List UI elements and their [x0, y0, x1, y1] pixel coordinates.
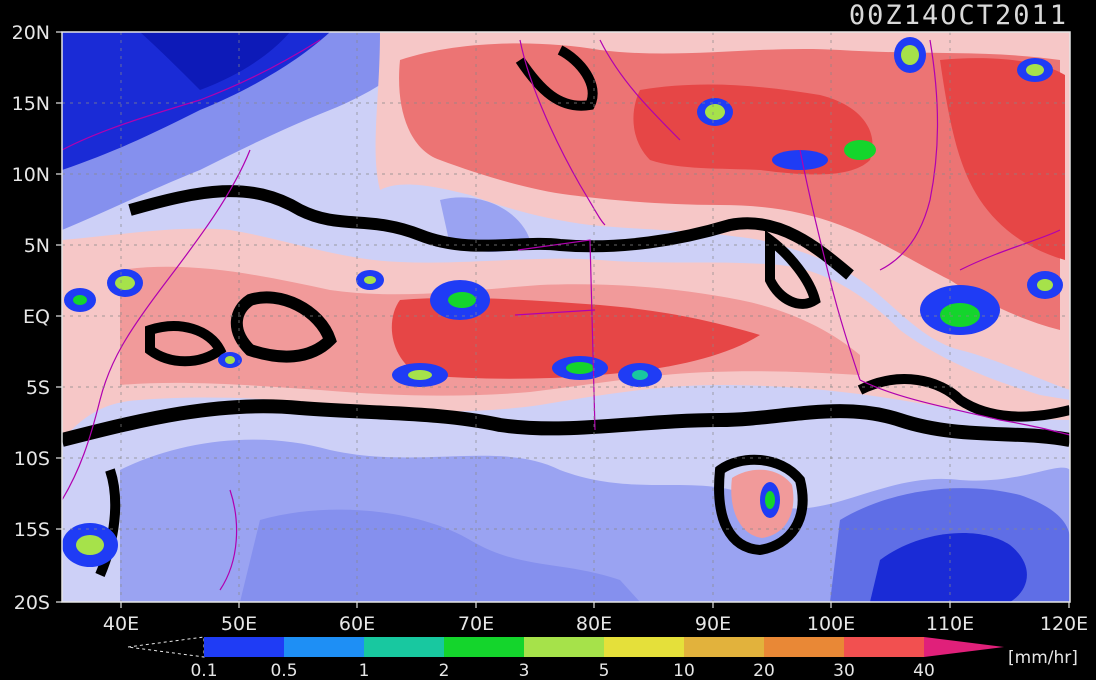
dry-region-south-mid	[240, 509, 640, 602]
legend-tick-label: 10	[673, 661, 695, 680]
legend-swatch	[444, 637, 524, 657]
map-gridlines	[62, 32, 1070, 602]
zero-contour-west	[230, 291, 337, 363]
dry-core-southeast	[870, 533, 1027, 602]
legend-swatch	[204, 637, 284, 657]
rain-band-equatorial-core	[391, 297, 760, 379]
zero-contour-island	[765, 229, 821, 309]
axis-ticks	[56, 31, 1070, 608]
legend-swatch	[844, 637, 924, 657]
legend-swatch	[364, 637, 444, 657]
lat-label: 20N	[12, 22, 50, 44]
lon-label: 100E	[807, 613, 855, 635]
lon-label: 40E	[103, 613, 139, 635]
lat-label: 5S	[26, 377, 50, 399]
latitude-labels: 20N 15N 10N 5N EQ 5S 10S 15S 20S	[12, 22, 50, 614]
lon-label: 80E	[576, 613, 612, 635]
lat-label: 10N	[12, 164, 50, 186]
legend-swatch	[684, 637, 764, 657]
coastlines	[62, 39, 1070, 591]
lat-label: 15N	[12, 93, 50, 115]
lon-label: 70E	[458, 613, 494, 635]
legend-tick-label: 5	[599, 661, 610, 680]
lon-label: 50E	[221, 613, 257, 635]
lat-label: 10S	[14, 448, 50, 470]
legend-tick-label: 0.1	[190, 661, 217, 680]
lat-label: EQ	[23, 306, 50, 328]
lat-label: 15S	[14, 519, 50, 541]
convective-cells	[62, 37, 1063, 567]
map-field	[62, 32, 1070, 602]
map-frame	[61, 31, 1071, 603]
rain-core-east	[940, 58, 1065, 260]
lat-label: 5N	[24, 235, 50, 257]
legend-unit: [mm/hr]	[1008, 648, 1078, 668]
legend-tick-label: 30	[833, 661, 855, 680]
legend-tick-label: 40	[913, 661, 935, 680]
dry-region-bengal	[440, 197, 530, 252]
lon-label: 90E	[695, 613, 731, 635]
legend-swatch	[284, 637, 364, 657]
legend-tick-labels: 0.1 0.5 1 2 3 5 10 20 30 40	[190, 661, 934, 680]
lon-label: 60E	[339, 613, 375, 635]
zero-contour-south	[62, 399, 1070, 447]
legend-right-triangle	[924, 637, 1004, 657]
legend-swatches	[204, 637, 924, 657]
rain-region-north-mid	[399, 43, 1060, 330]
legend-tick-label: 0.5	[270, 661, 297, 680]
lon-label: 110E	[926, 613, 974, 635]
longitude-labels: 40E 50E 60E 70E 80E 90E 100E 110E 120E	[103, 613, 1088, 635]
legend-swatch	[604, 637, 684, 657]
legend-swatch	[764, 637, 844, 657]
legend-tick-label: 20	[753, 661, 775, 680]
zero-contour-north	[128, 185, 854, 280]
zero-contour-bay	[515, 45, 598, 111]
lon-label: 120E	[1040, 613, 1088, 635]
lat-label: 20S	[14, 592, 50, 614]
map-title: 00Z14OCT2011	[848, 0, 1068, 31]
legend-tick-label: 1	[359, 661, 370, 680]
legend-left-triangle	[127, 636, 205, 658]
dry-core-arabia-deep	[140, 32, 290, 90]
legend-tick-label: 2	[439, 661, 450, 680]
color-legend: 0.1 0.5 1 2 3 5 10 20 30 40	[127, 636, 1004, 680]
legend-swatch	[524, 637, 604, 657]
legend-tick-label: 3	[519, 661, 530, 680]
zero-contour-southeast	[857, 374, 1070, 422]
zero-contour-midwest	[145, 321, 227, 367]
zero-contour-island-south	[714, 454, 808, 556]
